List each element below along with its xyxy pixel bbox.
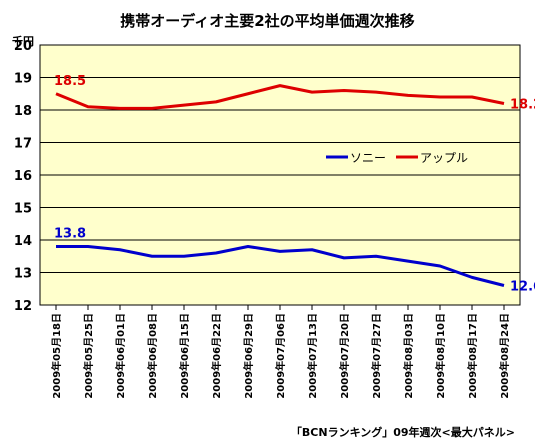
x-tick-label: 2009年08月10日	[434, 313, 447, 399]
x-tick-label: 2009年07月13日	[306, 313, 319, 399]
x-tick-label: 2009年07月27日	[370, 313, 383, 399]
series-line-sony	[56, 245, 505, 287]
source-note: 「BCNランキング」09年週次<最大パネル>	[290, 426, 515, 439]
x-tick-label: 2009年06月22日	[210, 313, 223, 399]
x-tick-label: 2009年06月08日	[146, 313, 159, 399]
x-tick-label: 2009年07月06日	[274, 313, 287, 399]
data-label-start: 18.5	[54, 74, 86, 89]
y-tick-label: 17	[14, 137, 32, 152]
y-tick-label: 12	[14, 299, 32, 314]
x-tick-label: 2009年06月01日	[114, 313, 127, 399]
x-tick-label: 2009年06月15日	[178, 313, 191, 399]
unit-label: 千円	[12, 35, 34, 48]
x-tick-label: 2009年06月29日	[242, 313, 255, 399]
x-tick-label: 2009年08月24日	[498, 313, 511, 399]
data-label-end: 18.2	[510, 98, 535, 113]
y-tick-label: 13	[14, 267, 32, 282]
y-tick-label: 19	[14, 72, 32, 87]
x-tick-label: 2009年05月25日	[82, 313, 95, 399]
y-tick-label: 20	[14, 39, 32, 54]
y-tick-label: 18	[14, 104, 32, 119]
series-line-apple	[55, 84, 505, 110]
x-tick-label: 2009年07月20日	[338, 313, 351, 399]
y-tick-label: 16	[14, 169, 32, 184]
x-tick-label: 2009年08月03日	[402, 313, 415, 399]
legend-label: ソニー	[350, 151, 386, 165]
y-tick-label: 15	[14, 202, 32, 217]
data-label-end: 12.6	[510, 280, 535, 295]
x-tick-label: 2009年08月17日	[466, 313, 479, 399]
x-tick-label: 2009年05月18日	[50, 313, 63, 399]
y-tick-label: 14	[14, 234, 32, 249]
data-label-start: 13.8	[54, 227, 86, 242]
chart-title: 携帯オーディオ主要2社の平均単価週次推移	[120, 12, 415, 30]
legend-label: アップル	[420, 151, 468, 165]
